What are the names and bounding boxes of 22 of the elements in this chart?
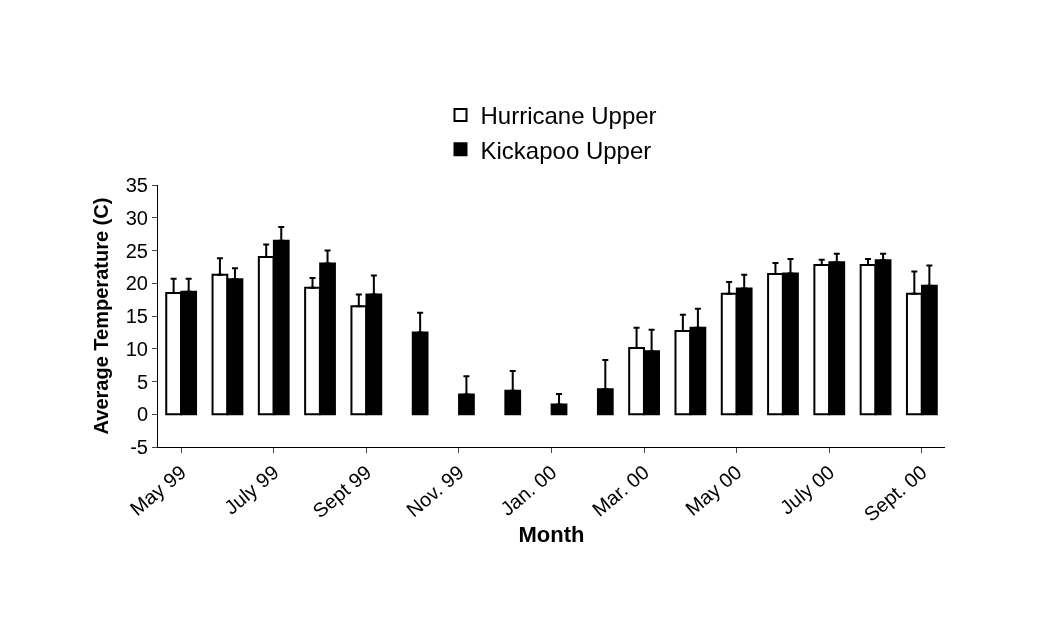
x-tick-label: Jan. 00 <box>496 460 561 520</box>
y-tick-label: -5 <box>130 436 148 458</box>
x-tick-label: Sept 99 <box>308 460 376 523</box>
x-tick-label: July 99 <box>220 460 283 519</box>
x-tick-label: May 00 <box>681 460 746 520</box>
x-axis-title: Month <box>518 521 585 547</box>
legend-label: Hurricane Upper <box>480 102 657 130</box>
x-tick-label: July 00 <box>775 460 839 519</box>
y-tick-label: 5 <box>136 370 148 393</box>
y-tick-label: 30 <box>125 206 148 229</box>
x-tick-label: Mar. 00 <box>587 460 654 521</box>
y-axis-title: Average Temperature (C) <box>90 197 112 435</box>
x-tick-label: Sept. 00 <box>859 460 931 526</box>
legend-label: Kickapoo Upper <box>480 136 652 164</box>
y-tick-label: 10 <box>125 337 148 360</box>
y-tick-label: 20 <box>125 272 148 295</box>
y-tick-label: 25 <box>125 239 148 262</box>
y-tick-label: 0 <box>136 403 148 426</box>
x-tick-label: Nov. 99 <box>402 460 468 522</box>
x-tick-label: May 99 <box>125 460 191 520</box>
y-tick-label: 15 <box>125 305 148 327</box>
y-tick-label: 35 <box>125 174 148 196</box>
